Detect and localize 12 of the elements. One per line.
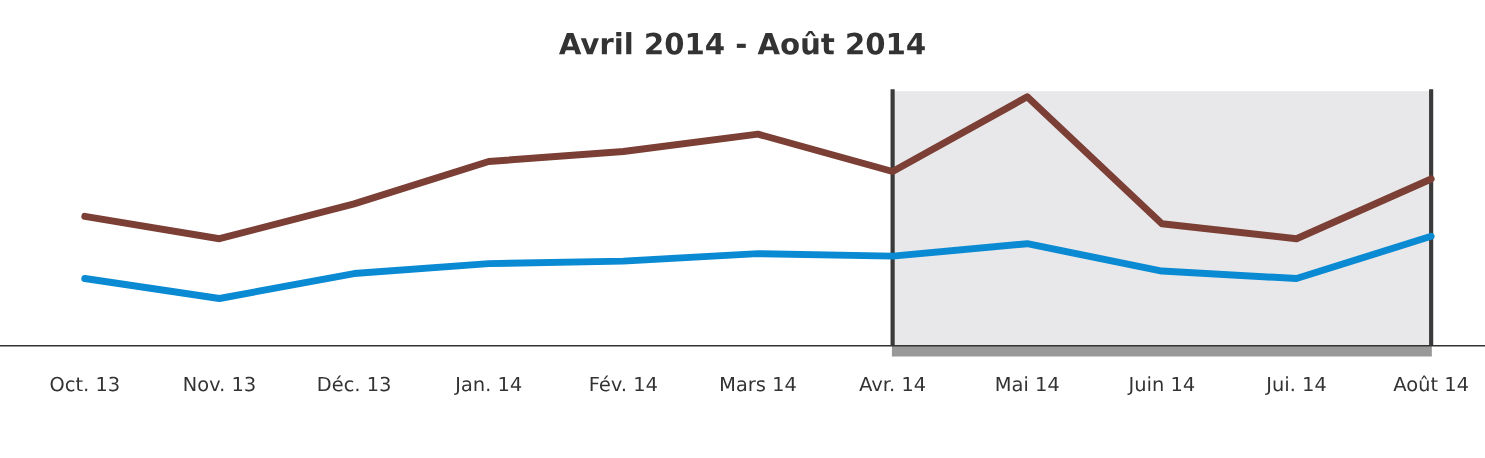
x-tick-label: Oct. 13 xyxy=(50,376,119,392)
x-tick-label: Août 14 xyxy=(1393,375,1468,392)
chart-title: Avril 2014 - Août 2014 xyxy=(559,30,925,55)
x-tick-label: Mars 14 xyxy=(721,376,796,392)
x-tick-label: Mai 14 xyxy=(996,376,1059,392)
x-tick-label: Jui. 14 xyxy=(1265,376,1326,396)
x-tick-label: Juin 14 xyxy=(1127,376,1195,396)
x-tick-label: Nov. 13 xyxy=(184,376,255,392)
x-tick-label: Avr. 14 xyxy=(859,376,926,392)
x-tick-label: Déc. 13 xyxy=(318,375,390,392)
x-tick-label: Jan. 14 xyxy=(454,376,522,396)
x-tick-label: Fév. 14 xyxy=(590,375,657,392)
